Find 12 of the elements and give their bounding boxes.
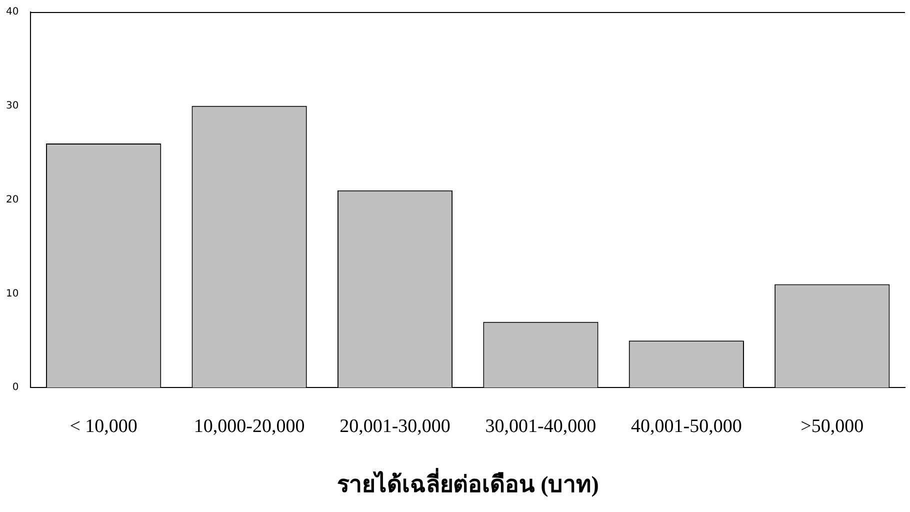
x-tick-label: 30,001-40,000 xyxy=(485,416,596,437)
x-tick-label: 20,001-30,000 xyxy=(340,416,450,437)
x-tick-label: 40,001-50,000 xyxy=(631,416,742,437)
y-tick-label: 0 xyxy=(12,382,19,394)
x-axis-title: รายได้เฉลี่ยต่อเดือน (บาท) xyxy=(336,467,599,498)
x-tick-label: < 10,000 xyxy=(70,416,138,437)
y-tick-label: 10 xyxy=(6,288,19,300)
y-tick-label: 30 xyxy=(6,100,19,112)
x-tick-label: >50,000 xyxy=(800,416,864,437)
x-tick-label: 10,000-20,000 xyxy=(194,416,305,437)
y-tick-label: 40 xyxy=(6,6,19,18)
y-tick-label: 20 xyxy=(6,194,19,206)
